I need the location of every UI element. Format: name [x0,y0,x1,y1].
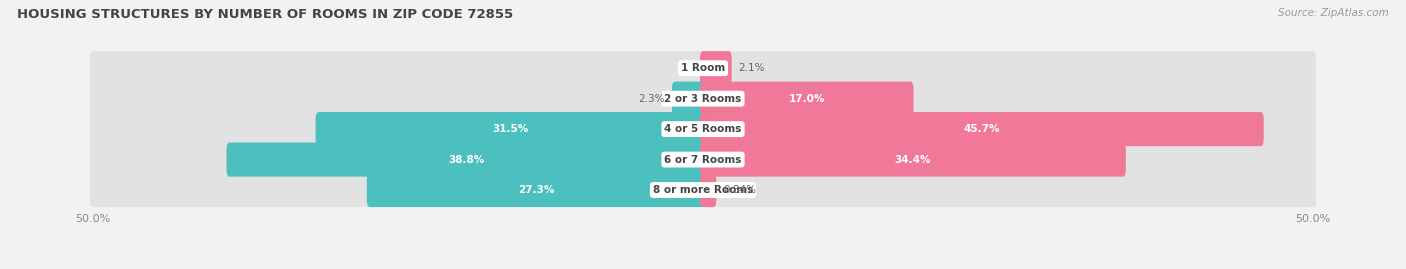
Text: 4 or 5 Rooms: 4 or 5 Rooms [664,124,742,134]
FancyBboxPatch shape [700,173,716,207]
FancyBboxPatch shape [315,112,706,146]
FancyBboxPatch shape [672,82,706,116]
FancyBboxPatch shape [226,143,706,177]
Text: 34.4%: 34.4% [894,155,931,165]
Text: 2 or 3 Rooms: 2 or 3 Rooms [665,94,741,104]
FancyBboxPatch shape [90,143,1316,177]
FancyBboxPatch shape [700,51,731,85]
Text: 17.0%: 17.0% [789,94,825,104]
Text: 6 or 7 Rooms: 6 or 7 Rooms [664,155,742,165]
FancyBboxPatch shape [700,82,914,116]
Text: HOUSING STRUCTURES BY NUMBER OF ROOMS IN ZIP CODE 72855: HOUSING STRUCTURES BY NUMBER OF ROOMS IN… [17,8,513,21]
FancyBboxPatch shape [90,112,1316,146]
FancyBboxPatch shape [700,112,1264,146]
Text: 0.84%: 0.84% [723,185,756,195]
Text: 8 or more Rooms: 8 or more Rooms [652,185,754,195]
Text: 2.1%: 2.1% [738,63,765,73]
Text: 27.3%: 27.3% [519,185,554,195]
Text: 1 Room: 1 Room [681,63,725,73]
FancyBboxPatch shape [90,82,1316,116]
Text: 45.7%: 45.7% [963,124,1000,134]
Text: 2.3%: 2.3% [638,94,665,104]
Text: 31.5%: 31.5% [492,124,529,134]
FancyBboxPatch shape [367,173,706,207]
FancyBboxPatch shape [90,51,1316,85]
Text: Source: ZipAtlas.com: Source: ZipAtlas.com [1278,8,1389,18]
Text: 38.8%: 38.8% [449,155,485,165]
FancyBboxPatch shape [90,173,1316,207]
FancyBboxPatch shape [700,143,1126,177]
